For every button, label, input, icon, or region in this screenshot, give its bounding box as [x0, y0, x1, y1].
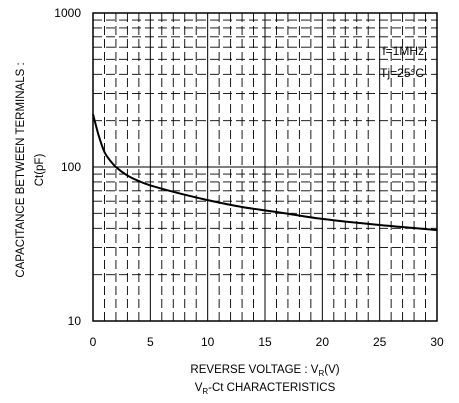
chart-caption: VR-Ct CHARACTERISTICS [195, 382, 336, 396]
chart-caption-main: V [195, 382, 203, 394]
x-tick-label: 25 [373, 335, 387, 349]
chart-caption-rest: -Ct CHARACTERISTICS [208, 382, 335, 394]
annotation-frequency: f=1MHz [382, 44, 424, 58]
y-axis-label-line1: CAPACITANCE BETWEEN TERMINALS : [15, 62, 27, 277]
x-axis-label: REVERSE VOLTAGE : VR(V) [190, 364, 339, 378]
y-axis-label-line2: Ct(pF) [34, 154, 46, 187]
x-tick-label: 30 [430, 335, 444, 349]
x-axis-label-sub: R [318, 369, 324, 378]
x-tick-label: 20 [316, 335, 330, 349]
y-tick-label: 10 [68, 314, 82, 328]
y-tick-label: 1000 [54, 6, 81, 20]
tick-labels: 0 5 10 15 20 25 30 10 100 1000 [54, 6, 444, 349]
y-tick-label: 100 [61, 160, 81, 174]
x-tick-label: 5 [147, 335, 154, 349]
grid [93, 13, 437, 321]
annotation-temperature: Tj=25°C [380, 66, 424, 80]
plot-frame [92, 12, 438, 322]
x-tick-label: 0 [90, 335, 97, 349]
x-axis-label-main: REVERSE VOLTAGE : V [190, 364, 318, 376]
x-tick-label: 10 [201, 335, 215, 349]
x-axis-label-unit: (V) [324, 364, 340, 376]
capacitance-curve [92, 114, 438, 231]
chart-caption-sub: R [202, 387, 208, 396]
x-tick-label: 15 [258, 335, 272, 349]
